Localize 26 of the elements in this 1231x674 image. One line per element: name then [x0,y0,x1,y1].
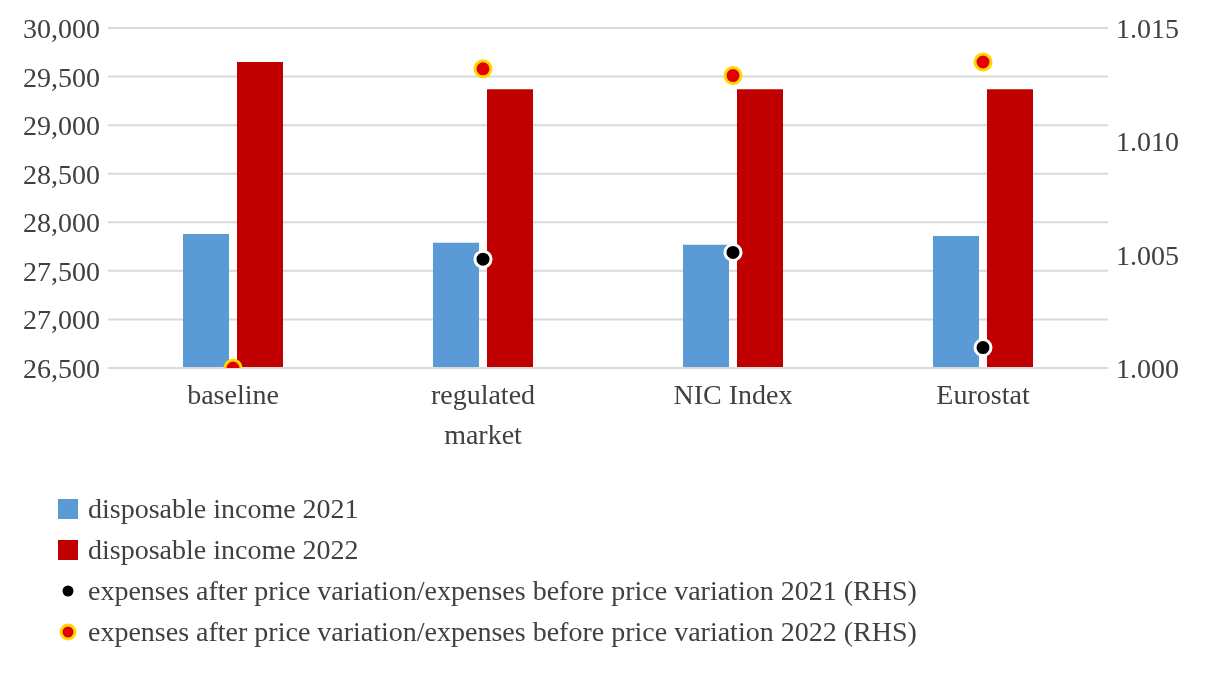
point [473,59,493,79]
y-tick-label: 27,000 [23,304,100,336]
x-tick-label: Eurostat [936,379,1030,410]
y-tick-label: 28,000 [23,207,100,239]
y2-tick-label: 1.005 [1116,239,1179,271]
point [723,66,743,86]
y-tick-label: 29,500 [23,61,100,93]
point [973,338,993,358]
point [973,52,993,72]
y2-tick-label: 1.000 [1116,352,1179,384]
y-tick-label: 28,500 [23,158,100,190]
y-tick-label: 26,500 [23,352,100,384]
y-tick-label: 27,500 [23,255,100,287]
x-tick-label: regulated market [430,379,536,450]
y-tick-label: 29,000 [23,110,100,142]
legend-label: disposable income 2022 [88,533,359,567]
y-tick-label: 30,000 [23,12,100,44]
x-tick-label: baseline [187,379,279,410]
legend-label: expenses after price variation/expenses before price variation 2021 (RHS) [88,574,917,608]
legend-label: disposable income 2021 [88,492,359,526]
y2-tick-label: 1.015 [1116,12,1179,44]
point [723,242,743,262]
legend-label: expenses after price variation/expenses before price variation 2022 (RHS) [88,615,917,649]
point [473,249,493,269]
x-tick-label: NIC Index [673,379,793,410]
y2-tick-label: 1.010 [1116,126,1179,158]
